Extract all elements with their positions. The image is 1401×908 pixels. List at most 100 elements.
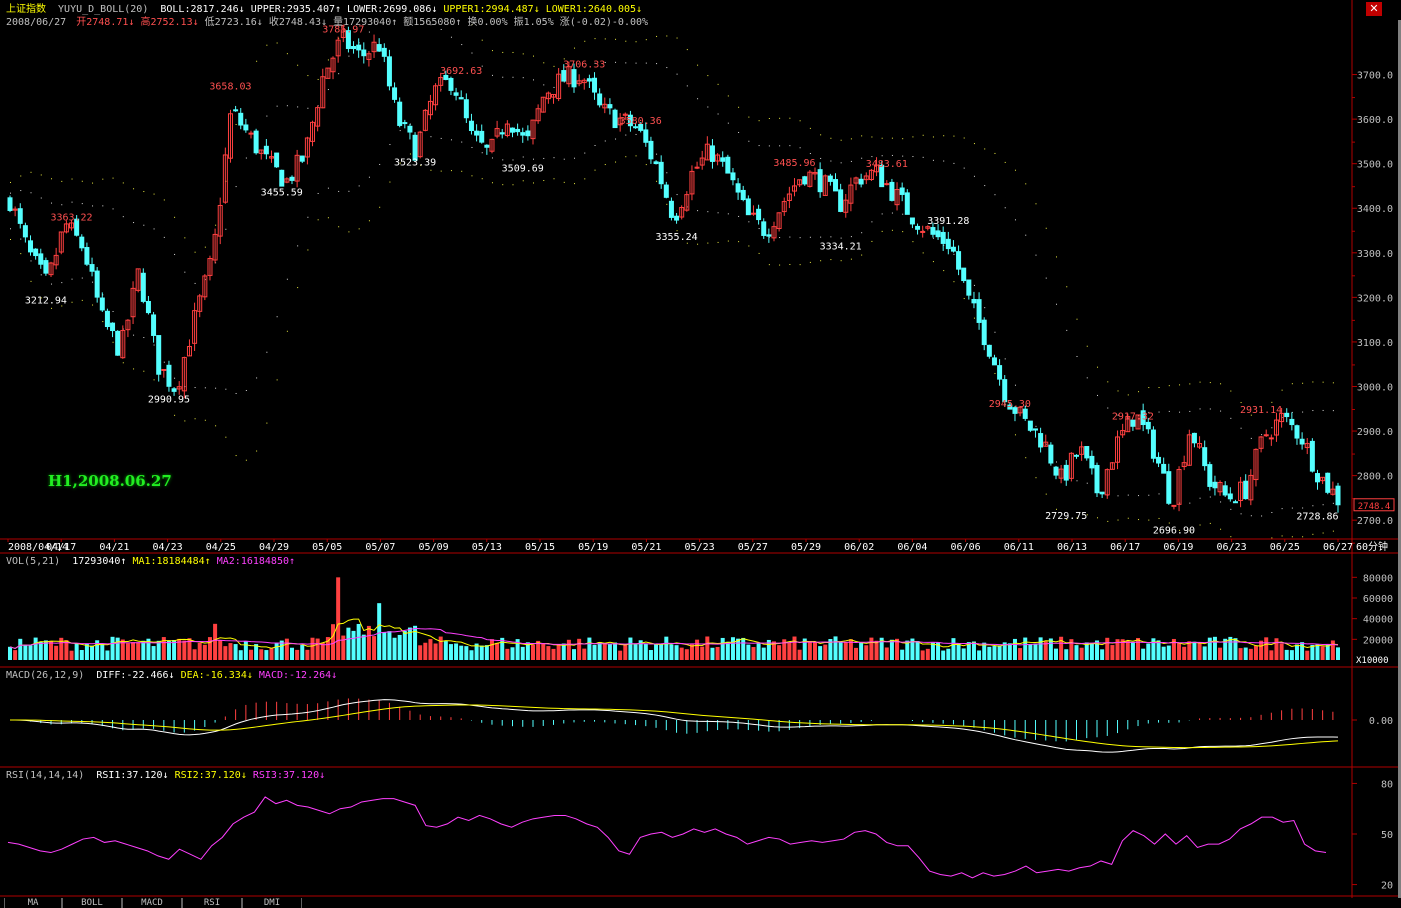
date-label: 06/13 xyxy=(1057,542,1087,553)
boll-band-dot xyxy=(891,229,893,231)
boll-band-dot xyxy=(338,190,340,192)
date-label: 05/23 xyxy=(685,542,715,553)
boll-band-dot xyxy=(984,185,986,187)
boll-band-dot xyxy=(1199,381,1201,383)
candle xyxy=(1022,405,1028,421)
candle-body xyxy=(222,154,228,203)
tab-ma[interactable]: MA xyxy=(4,898,62,908)
candle-body xyxy=(1079,446,1085,455)
boll-band-dot xyxy=(1189,410,1191,412)
candle xyxy=(74,215,80,237)
boll-band-dot xyxy=(440,137,442,139)
candle-body xyxy=(1140,410,1146,426)
volume-bar xyxy=(402,630,407,660)
candle-body xyxy=(812,172,818,175)
candle-body xyxy=(422,109,428,131)
candle xyxy=(879,161,885,188)
boll-band-dot xyxy=(317,219,319,221)
boll-band-dot xyxy=(943,270,945,272)
close-icon[interactable]: ✕ xyxy=(1366,2,1382,16)
tab-rsi[interactable]: RSI xyxy=(182,898,242,908)
date-label: 05/15 xyxy=(525,542,555,553)
candle xyxy=(617,113,623,132)
volume-tick-label: 20000 xyxy=(1363,635,1393,646)
volume-bar xyxy=(54,645,59,660)
candle-body xyxy=(1263,434,1269,437)
boll-band-dot xyxy=(174,414,176,416)
boll-band-dot xyxy=(1220,383,1222,385)
quote-high: 高2752.13↓ xyxy=(140,17,199,28)
rsi2-value: RSI2:37.120↓ xyxy=(174,770,247,781)
volume-bar xyxy=(1182,646,1187,660)
candle-body xyxy=(940,231,946,244)
volume-bar xyxy=(1238,648,1243,660)
boll-band-dot xyxy=(963,167,965,169)
volume-bar xyxy=(1048,638,1053,660)
volume-bar xyxy=(1166,645,1171,660)
volume-bar xyxy=(971,641,976,660)
candle-body xyxy=(315,107,321,127)
boll-band-dot xyxy=(266,351,268,353)
boll-band-dot xyxy=(615,61,617,63)
boll-band-dot xyxy=(215,387,217,389)
boll-band-dot xyxy=(1168,385,1170,387)
volume-bar xyxy=(710,647,715,660)
candle-body xyxy=(38,253,44,265)
candle-body xyxy=(1022,408,1028,419)
volume-bar xyxy=(1100,649,1105,660)
candle-body xyxy=(1181,462,1187,468)
boll-band-dot xyxy=(1117,519,1119,521)
boll-band-dot xyxy=(122,182,124,184)
boll-band-dot xyxy=(327,217,329,219)
tab-macd[interactable]: MACD xyxy=(122,898,182,908)
candle xyxy=(530,119,536,145)
boll-band-dot xyxy=(994,194,996,196)
boll-band-dot xyxy=(92,304,94,306)
boll-band-dot xyxy=(1312,505,1314,507)
candle xyxy=(33,248,39,260)
volume-bar xyxy=(264,650,269,660)
candle xyxy=(684,191,690,212)
candle-body xyxy=(1268,437,1274,440)
boll-band-dot xyxy=(256,60,258,62)
candle xyxy=(110,322,116,338)
candle xyxy=(438,72,444,92)
volume-bar xyxy=(838,641,843,660)
candle-body xyxy=(1120,430,1126,436)
boll-band-dot xyxy=(368,31,370,33)
volume-bar xyxy=(495,642,500,660)
volume-bar xyxy=(643,643,648,660)
candle xyxy=(335,36,341,63)
tab-dmi[interactable]: DMI xyxy=(242,898,302,908)
boll-band-dot xyxy=(133,334,135,336)
volume-bar xyxy=(1279,643,1284,660)
tab-boll[interactable]: BOLL xyxy=(62,898,122,908)
candle xyxy=(130,281,136,325)
volume-bar xyxy=(43,640,48,660)
boll-band-dot xyxy=(286,278,288,280)
candle-body xyxy=(1304,442,1310,449)
boll-band-dot xyxy=(574,157,576,159)
boll-band-dot xyxy=(922,156,924,158)
candle-body xyxy=(1002,379,1008,403)
volume-bar xyxy=(854,647,859,660)
candle-body xyxy=(263,145,269,155)
boll-band-dot xyxy=(409,153,411,155)
boll-band-dot xyxy=(1312,533,1314,535)
boll-band-dot xyxy=(1148,519,1150,521)
boll-band-dot xyxy=(10,181,11,183)
candle xyxy=(858,173,864,188)
boll-band-dot xyxy=(389,181,391,183)
boll-band-dot xyxy=(491,182,493,184)
boll-band-dot xyxy=(297,245,299,247)
candle xyxy=(1217,480,1223,496)
volume-bar xyxy=(766,639,771,660)
date-label: 04/25 xyxy=(206,542,236,553)
boll-band-dot xyxy=(1179,529,1181,531)
volume-bar xyxy=(1038,637,1043,660)
candle-body xyxy=(894,189,900,206)
candle xyxy=(1181,455,1187,471)
boll-band-dot xyxy=(871,156,873,158)
candle xyxy=(315,105,321,132)
candle-body xyxy=(186,346,192,357)
